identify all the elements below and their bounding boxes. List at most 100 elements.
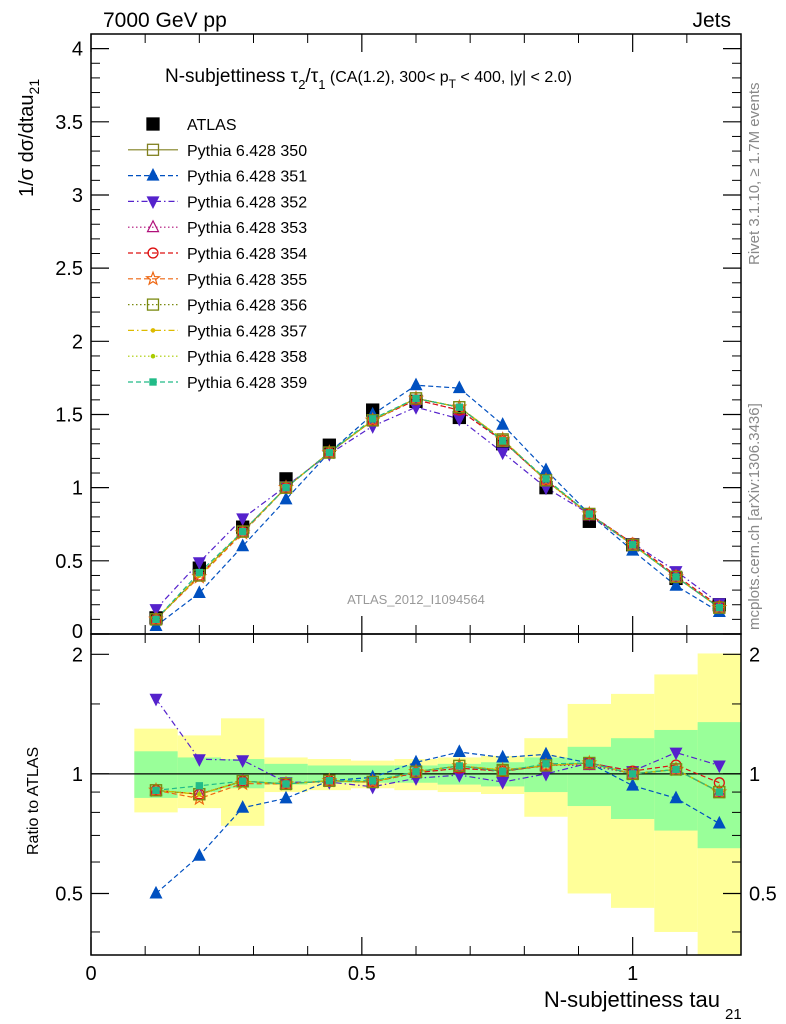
y-tick-label-7: 3.5 — [55, 112, 83, 134]
x-axis-label-main: N-subjettiness tau — [544, 987, 720, 1012]
series-line-3 — [155, 406, 720, 610]
analysis-id: ATLAS_2012_I1094564 — [347, 592, 485, 607]
ratio-point-9-1 — [197, 791, 202, 797]
legend-label-10: Pythia 6.428 359 — [187, 375, 307, 392]
title-cuts-a: (CA(1.2), 300< p — [325, 69, 448, 86]
legend-marker-9 — [150, 353, 156, 359]
series-line-5 — [155, 399, 720, 620]
legend-label-3: Pythia 6.428 352 — [187, 194, 307, 211]
ratio-point-10-1 — [195, 782, 204, 790]
ratio-point-10-10 — [585, 759, 594, 767]
ratio-point-10-5 — [368, 777, 377, 785]
data-point-10-4 — [325, 448, 334, 457]
data-point-2-7 — [452, 380, 466, 394]
ratio-point-10-6 — [412, 768, 420, 776]
y-axis-label-sub: 21 — [26, 79, 42, 95]
data-point-7-12 — [669, 570, 683, 584]
legend-label-2: Pythia 6.428 351 — [187, 169, 307, 186]
title-tau1: τ — [311, 66, 319, 87]
ratio-point-7-4 — [323, 774, 336, 787]
ratio-point-10-13 — [715, 788, 724, 796]
legend-marker-10 — [149, 378, 157, 386]
ratio-point-6-9 — [538, 757, 554, 773]
ratio-point-6-1 — [191, 790, 208, 806]
data-point-6-5 — [364, 411, 381, 428]
legend-marker-7 — [146, 298, 160, 311]
ratio-tick-label-right-2: 2 — [749, 644, 760, 666]
ratio-point-7-6 — [409, 765, 423, 778]
ratio-point-2-3 — [279, 790, 293, 804]
jets-label: Jets — [692, 9, 731, 32]
ratio-markers — [148, 693, 728, 899]
ratio-y-label: Ratio to ATLAS — [25, 747, 42, 855]
y-tick-label-6: 3 — [72, 185, 83, 207]
ratio-tick-label-right-1: 1 — [749, 764, 760, 786]
ratio-point-10-11 — [628, 770, 637, 778]
title-cuts-b: < 400, |y| < 2.0) — [456, 69, 572, 86]
y-tick-label-8: 4 — [72, 39, 83, 61]
ratio-point-3-12 — [669, 747, 683, 761]
ratio-point-7-7 — [453, 759, 466, 773]
data-point-2-6 — [409, 377, 423, 391]
ratio-bands — [91, 653, 741, 955]
ratio-point-7-13 — [713, 785, 726, 799]
ratio-point-7-11 — [626, 767, 639, 781]
legend-marker-1 — [146, 143, 160, 156]
data-point-3-0 — [149, 604, 163, 617]
data-point-3-6 — [409, 402, 423, 415]
data-point-7-13 — [713, 601, 726, 614]
ratio-point-2-11 — [626, 777, 640, 791]
data-point-2-2 — [236, 538, 250, 552]
legend-marker-5 — [147, 247, 159, 259]
mcplots-label: mcplots.cern.ch [arXiv:1306.3436] — [746, 403, 763, 630]
main-lines — [155, 384, 720, 627]
data-point-7-5 — [366, 414, 379, 427]
data-point-2-8 — [496, 417, 510, 430]
data-point-7-11 — [626, 538, 639, 551]
x-tick-label-0: 0 — [85, 963, 96, 985]
ratio-point-10-12 — [672, 765, 680, 774]
title-tau2: τ — [291, 66, 299, 87]
ratio-point-2-7 — [452, 744, 466, 758]
energy-label: 7000 GeV pp — [103, 9, 227, 32]
ratio-point-3-13 — [712, 760, 726, 774]
data-point-10-6 — [412, 394, 420, 403]
legend-label-7: Pythia 6.428 356 — [187, 298, 307, 315]
ratio-line-10 — [155, 762, 720, 793]
rivet-label: Rivet 3.1.10, ≥ 1.7M events — [746, 83, 763, 266]
ratio-tick-label-left-0: 0.5 — [55, 883, 83, 905]
ratio-point-7-9 — [539, 759, 553, 772]
ratio-point-2-2 — [236, 800, 250, 813]
ratio-point-10-9 — [542, 760, 550, 768]
ratio-line-3 — [155, 698, 720, 788]
data-point-6-2 — [234, 524, 251, 540]
ratio-point-7-0 — [149, 784, 163, 797]
data-point-2-1 — [192, 585, 206, 599]
series-line-6 — [155, 397, 720, 620]
data-point-7-2 — [236, 525, 249, 538]
ratio-line-2 — [155, 751, 720, 894]
data-point-3-1 — [192, 557, 206, 570]
data-point-7-10 — [583, 507, 596, 521]
ratio-point-10-7 — [455, 762, 464, 770]
y-tick-label-4: 2 — [72, 331, 83, 353]
legend-marker-2 — [146, 167, 160, 181]
data-point-10-2 — [238, 527, 247, 536]
ratio-point-3-1 — [192, 754, 206, 767]
y-tick-label-2: 1 — [72, 478, 83, 500]
series-line-7 — [155, 397, 720, 620]
title-sub1: 1 — [318, 77, 325, 92]
data-point-7-8 — [496, 433, 509, 446]
data-point-10-11 — [628, 541, 637, 549]
x-axis-label-sub: 21 — [725, 1006, 742, 1023]
ratio-tick-label-right-0: 0.5 — [749, 883, 777, 905]
ratio-point-3-2 — [236, 755, 250, 768]
series-line-8 — [155, 397, 720, 620]
title-slash: / — [305, 66, 311, 87]
legend: ATLAS Pythia 6.428 350 Pythia 6.428 351 Pyt… — [128, 117, 307, 392]
ratio-point-3-7 — [452, 770, 466, 783]
legend-marker-3 — [146, 196, 160, 210]
title-cuts-sub: T — [449, 77, 457, 91]
data-point-2-3 — [279, 491, 293, 505]
legend-label-9: Pythia 6.428 358 — [187, 349, 307, 366]
